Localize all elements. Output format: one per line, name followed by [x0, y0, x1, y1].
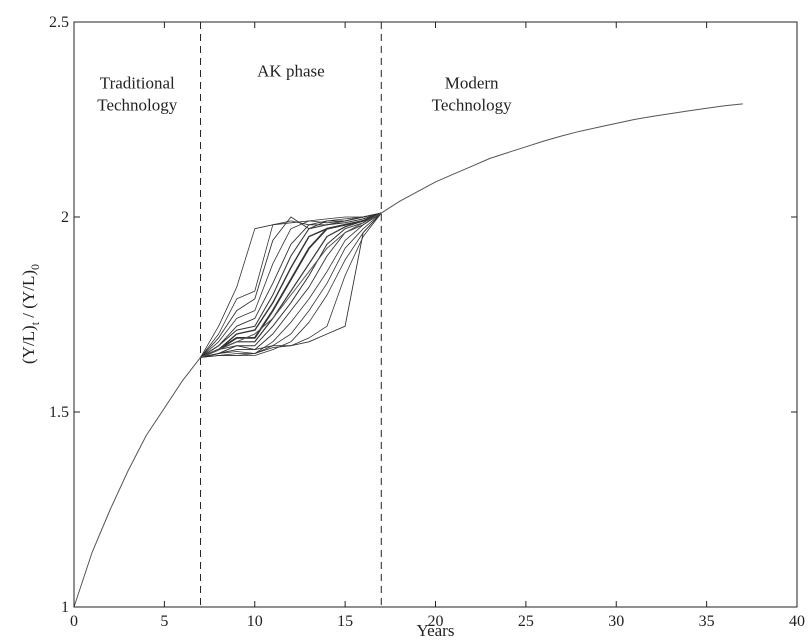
ak-phase-path-2	[200, 212, 382, 358]
x-tick-label: 40	[789, 613, 805, 630]
ak-phase-path-5	[200, 212, 382, 358]
y-axis-title: (Y/L)t / (Y/L)0	[19, 264, 42, 364]
y-tick-label: 2.5	[49, 14, 69, 31]
series-group	[73, 103, 743, 608]
x-tick-label: 15	[337, 613, 353, 630]
ak-phase-path-16	[200, 212, 382, 358]
ak-phase-path-1	[200, 212, 382, 358]
x-tick-label: 20	[428, 613, 444, 630]
ak-phase-path-6	[200, 212, 382, 358]
y-tick-label: 1.5	[49, 404, 69, 421]
phase-boundaries	[200, 22, 382, 607]
y-tick-label: 2	[61, 209, 69, 226]
region-label-2: AK phase	[257, 62, 325, 81]
region-label-1: Traditional Technology	[97, 73, 178, 114]
ak-phase-path-11	[200, 212, 382, 358]
x-tick-label: 10	[247, 613, 263, 630]
x-tick-label: 0	[70, 613, 78, 630]
x-tick-label: 35	[699, 613, 715, 630]
ak-phase-path-12	[200, 212, 382, 358]
ak-phase-path-13	[200, 212, 382, 358]
y-tick-label: 1	[61, 599, 69, 616]
axis-ticks: 0 5 10 15 20 25 30 35 40 1 1.5 2 2.5	[49, 14, 805, 630]
region-label-3: Modern Technology	[432, 73, 513, 114]
x-tick-label: 30	[608, 613, 624, 630]
main-growth-curve	[73, 103, 743, 608]
ak-phase-path-10	[200, 212, 382, 358]
x-tick-label: 25	[518, 613, 534, 630]
x-tick-label: 5	[160, 613, 168, 630]
ak-phase-path-8	[200, 212, 382, 359]
region-labels: Traditional Technology AK phase Modern Techn…	[97, 62, 512, 115]
x-axis-title: Years	[417, 621, 455, 640]
plot-background	[74, 22, 797, 607]
